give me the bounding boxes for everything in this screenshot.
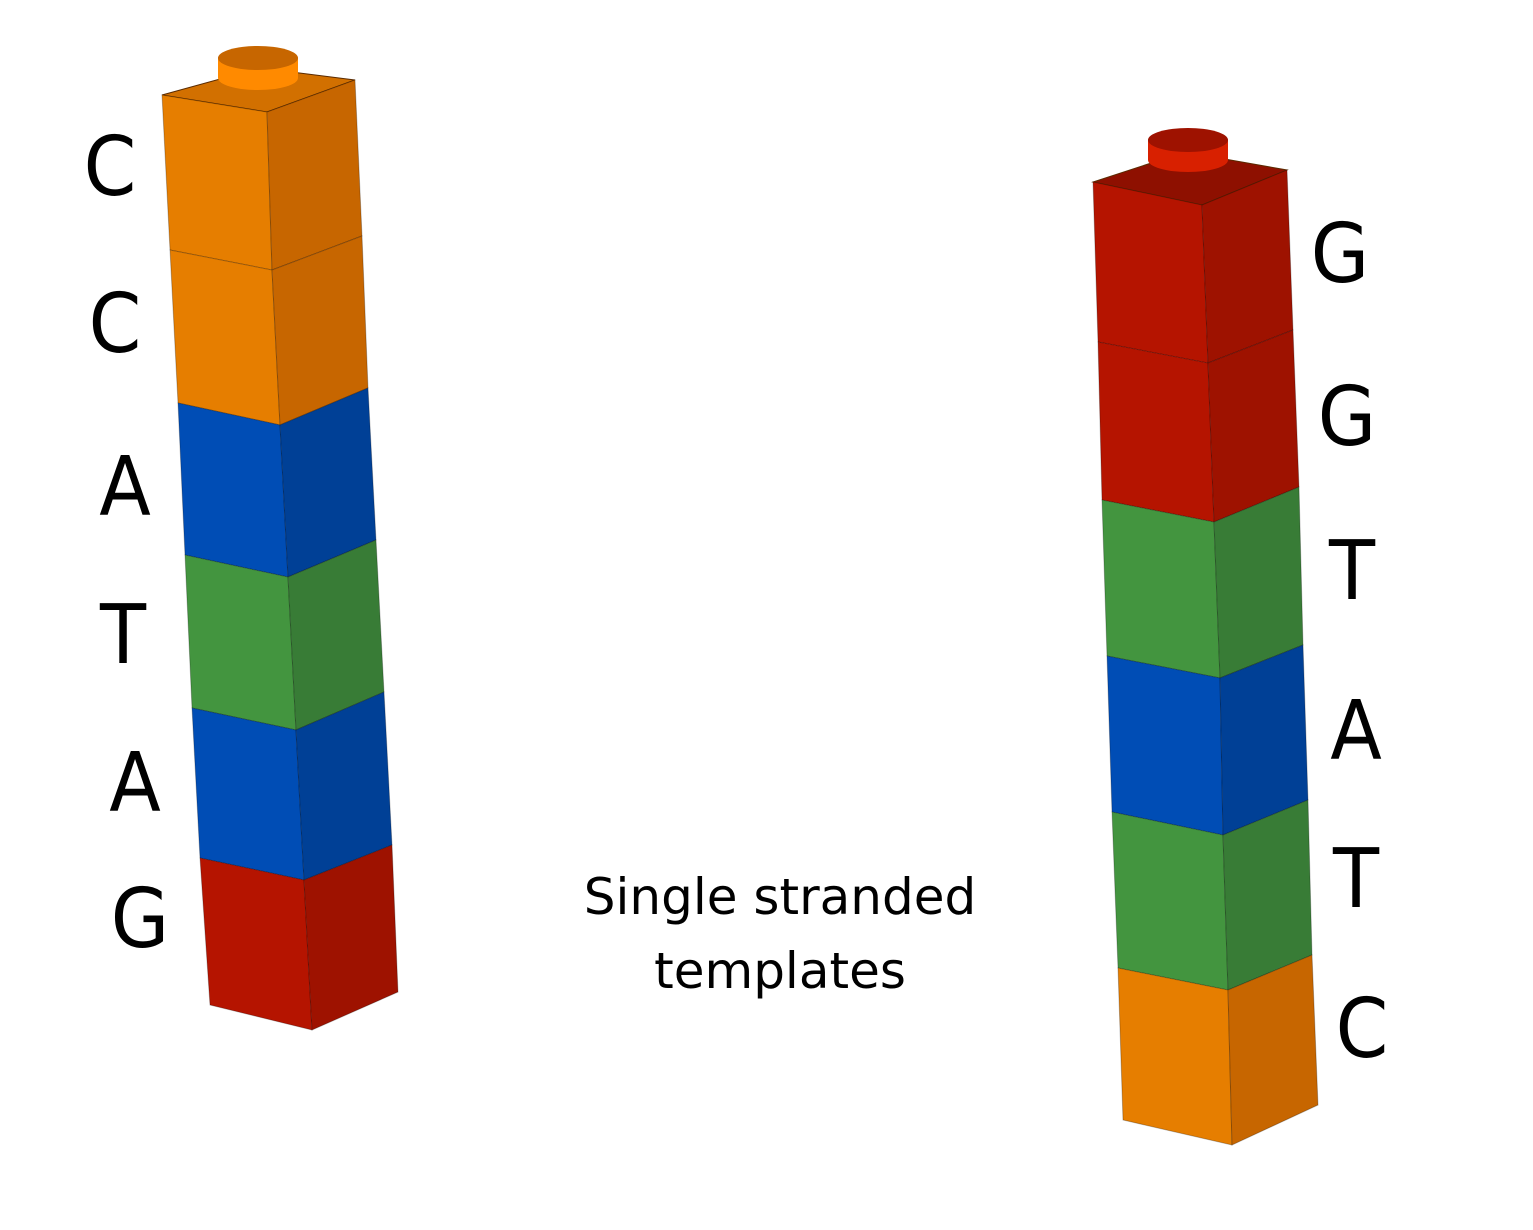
caption-line-1: Single stranded <box>583 868 977 926</box>
left-strand-stack <box>161 46 399 1031</box>
right-brick-G <box>1092 169 1294 364</box>
right-base-label: C <box>1335 982 1389 1077</box>
caption-line-2: templates <box>654 942 906 1000</box>
brick-front-face <box>199 857 313 1031</box>
brick-side-face <box>303 844 399 1031</box>
brick-front-face <box>169 249 281 426</box>
brick-side-face <box>1201 169 1294 364</box>
brick-front-face <box>161 94 273 271</box>
left-base-label: A <box>99 440 151 535</box>
caption: Single stranded templates <box>584 860 976 1008</box>
brick-front-face <box>1106 655 1224 836</box>
left-base-label: C <box>83 120 137 215</box>
brick-front-face <box>1097 341 1215 523</box>
brick-side-face <box>1227 954 1319 1146</box>
right-strand-stack <box>1091 128 1319 1146</box>
right-brick-T <box>1111 799 1313 991</box>
left-base-label: G <box>110 872 170 967</box>
right-base-label: G <box>1317 370 1377 465</box>
left-stack-stud-top <box>218 46 298 70</box>
left-brick-C <box>161 79 363 271</box>
right-base-label: G <box>1310 207 1370 302</box>
brick-front-face <box>1117 967 1233 1146</box>
right-brick-T <box>1101 486 1304 679</box>
left-brick-A <box>177 387 377 578</box>
left-base-label: T <box>99 588 147 683</box>
brick-front-face <box>1092 181 1209 364</box>
right-base-label: A <box>1330 684 1382 779</box>
brick-front-face <box>184 554 297 731</box>
right-stack-stud-top <box>1148 128 1228 152</box>
right-base-label: T <box>1332 832 1380 927</box>
brick-front-face <box>177 402 289 578</box>
left-brick-A <box>191 691 393 881</box>
right-brick-C <box>1117 954 1319 1146</box>
brick-front-face <box>1101 499 1221 679</box>
left-brick-G <box>199 844 399 1031</box>
right-base-label: T <box>1328 524 1376 619</box>
left-base-label: A <box>109 736 161 831</box>
brick-front-face <box>1111 811 1229 991</box>
brick-front-face <box>191 707 305 881</box>
left-base-label: C <box>88 277 142 372</box>
